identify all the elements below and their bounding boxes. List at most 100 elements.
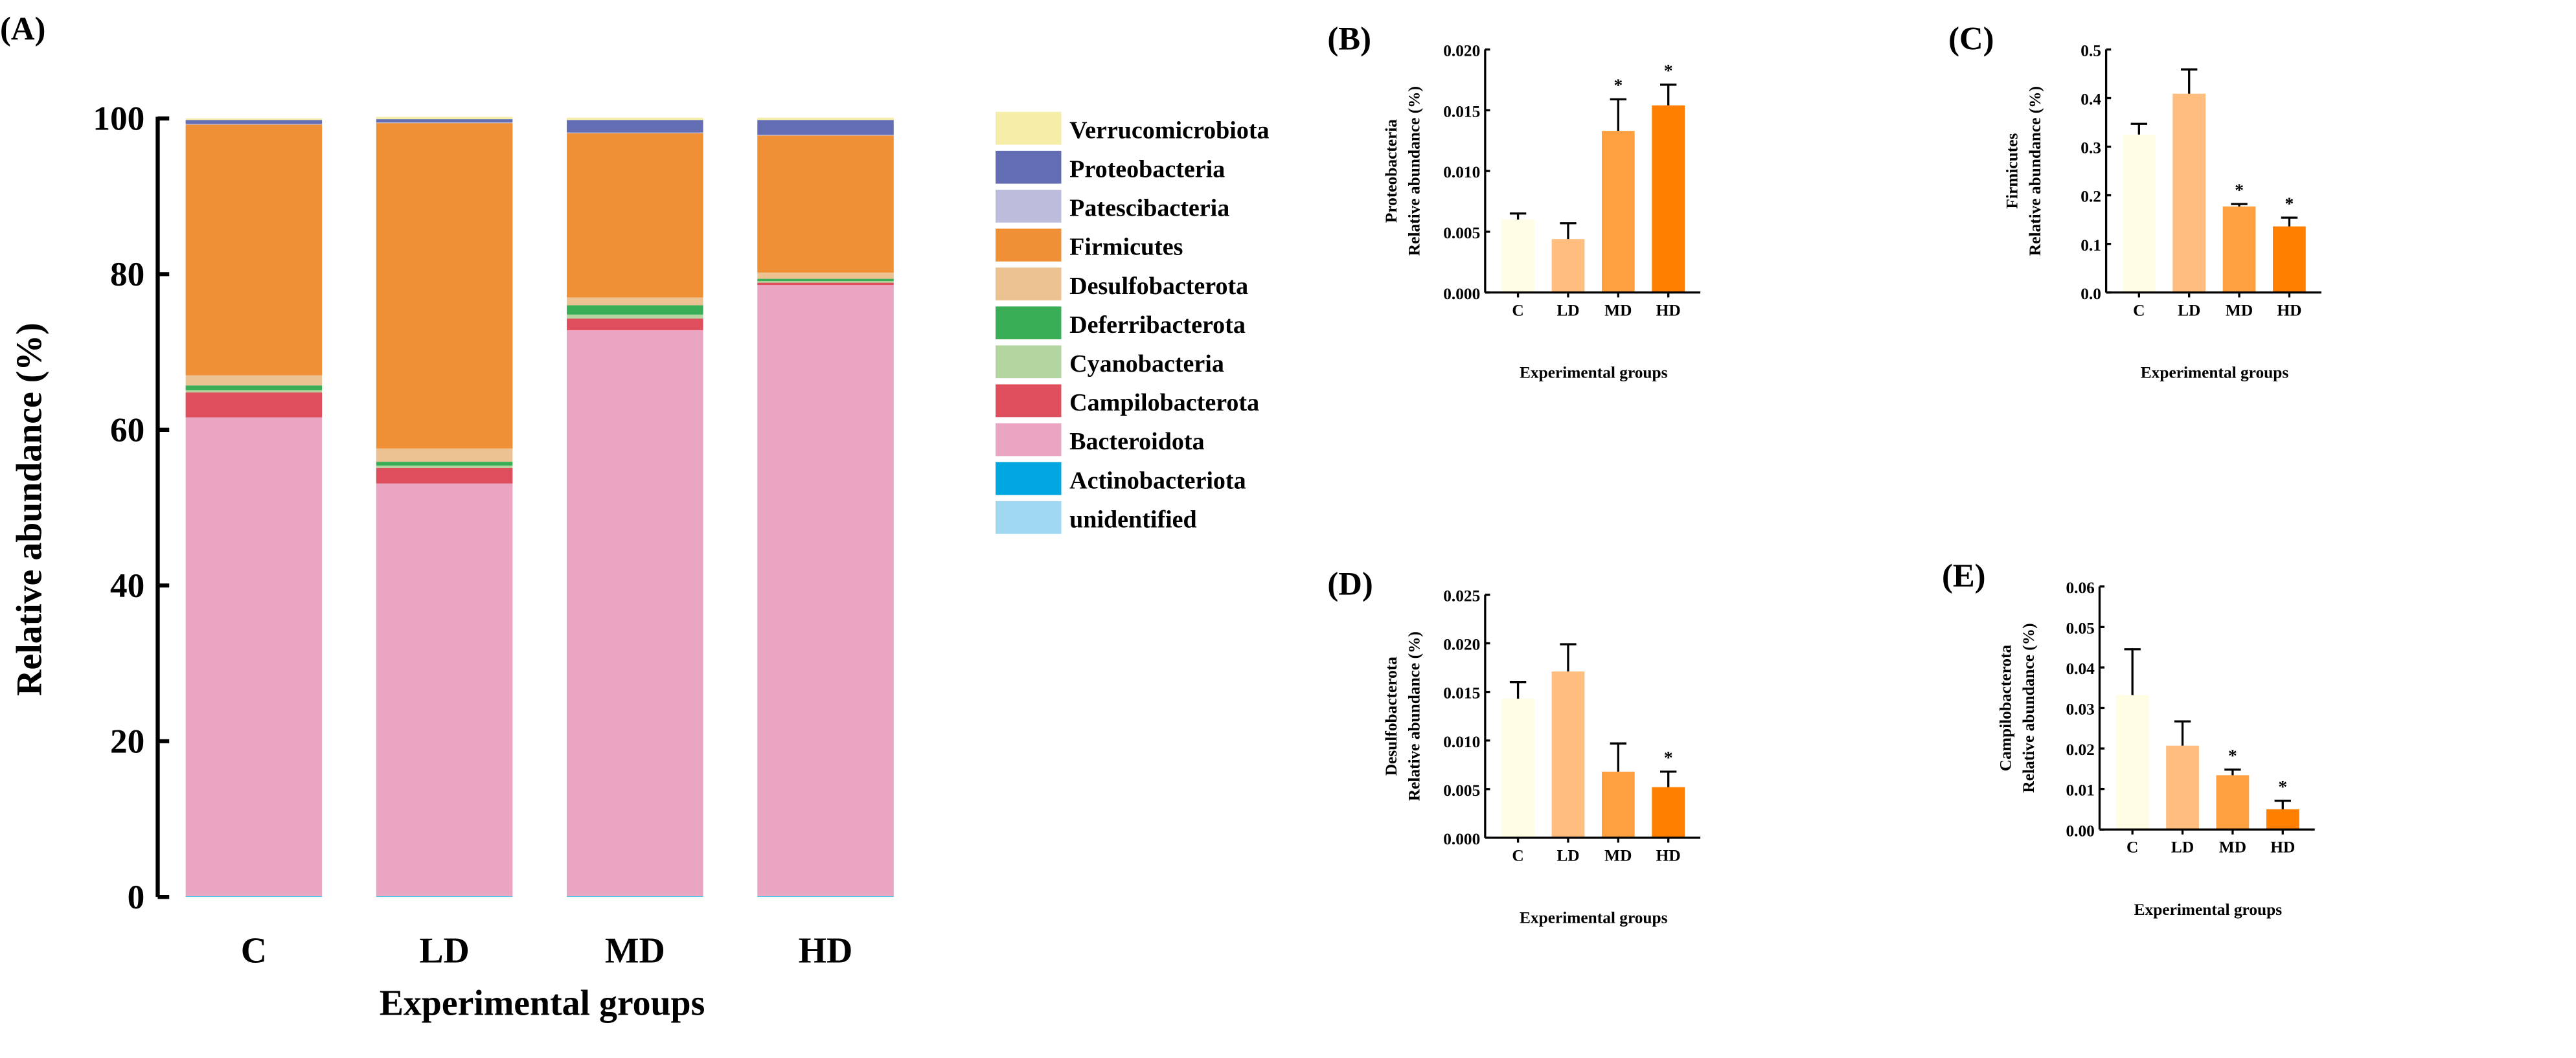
y-tick-label: 0.015 (1443, 102, 1480, 120)
y-tick-label: 0.000 (1443, 285, 1480, 303)
panel-label: (C) (1948, 20, 1994, 56)
stack-segment-verrucomicrobiota (567, 117, 703, 120)
x-axis-title: Experimental groups (1520, 909, 1668, 927)
stack-segment-bacteroidota (376, 483, 513, 896)
stack-segment-firmicutes (757, 135, 894, 273)
stack-segment-deferribacterota (376, 462, 513, 466)
significance-marker: * (1664, 748, 1673, 768)
stack-segment-actinobacteriota (567, 895, 703, 897)
y-tick-label: 0.005 (1443, 782, 1480, 800)
stack-segment-cyanobacteria (376, 466, 513, 468)
y-tick-label: 0.4 (2080, 91, 2101, 109)
legend-label: Proteobacteria (1069, 155, 1225, 183)
bar-md (2216, 775, 2250, 830)
significance-marker: * (1613, 76, 1623, 96)
x-axis-title: Experimental groups (2141, 364, 2289, 382)
y-tick-label: 100 (93, 100, 144, 138)
x-tick-label: C (2133, 301, 2145, 319)
x-tick-label: LD (1556, 846, 1579, 864)
legend-swatch-verrucomicrobiota (996, 111, 1062, 145)
legend-label: Deferribacterota (1069, 311, 1246, 339)
bar-hd (2273, 226, 2306, 293)
legend-swatch-unidentified (996, 501, 1062, 534)
y-axis-title: Relative abundance (%) (1405, 86, 1423, 256)
x-tick-label: C (2126, 839, 2138, 857)
x-tick-label: HD (2277, 301, 2301, 319)
stack-segment-bacteroidota (567, 330, 703, 896)
y-tick-label: 0.2 (2080, 188, 2101, 206)
legend-swatch-patescibacteria (996, 189, 1062, 223)
bar-ld (1551, 671, 1585, 838)
legend-label: Actinobacteriota (1069, 467, 1246, 494)
y-tick-label: 0.005 (1443, 224, 1480, 242)
y-tick-label: 0.04 (2066, 660, 2095, 678)
y-axis-title-taxon: Firmicutes (2003, 133, 2022, 209)
significance-marker: * (1664, 61, 1673, 81)
y-tick-label: 0.000 (1443, 830, 1480, 848)
legend-swatch-cyanobacteria (996, 345, 1062, 379)
stack-segment-verrucomicrobiota (185, 118, 323, 120)
x-tick-label: C (1512, 846, 1523, 864)
stack-segment-deferribacterota (567, 305, 703, 315)
significance-marker: * (2235, 180, 2244, 200)
y-axis-title: Relative abundance (%) (2020, 623, 2038, 793)
bar-c (1501, 699, 1534, 838)
y-tick-label: 0.5 (2080, 42, 2101, 60)
legend-label: Bacteroidota (1069, 428, 1204, 455)
y-axis-title-taxon: Proteobacteria (1382, 119, 1400, 223)
x-tick-label: MD (1604, 301, 1632, 319)
x-tick-label: MD (2226, 301, 2253, 319)
bar-ld (2172, 93, 2206, 293)
stack-segment-firmicutes (567, 133, 703, 298)
y-tick-label: 20 (110, 722, 144, 760)
panel-b: (B) C LD MD * HD * 0.000 0.005 0.010 0.015 0.020 Exp… (1327, 20, 1701, 382)
stack-segment-bacteroidota (185, 417, 323, 896)
bar-md (1601, 771, 1635, 838)
x-tick-label: LD (1556, 301, 1579, 319)
legend-label: Desulfobacterota (1069, 273, 1248, 300)
legend-swatch-firmicutes (996, 229, 1062, 262)
y-axis-title: Relative abundance (%) (9, 322, 49, 695)
y-tick-label: 80 (110, 255, 144, 293)
stack-segment-actinobacteriota (185, 895, 323, 897)
stack-segment-campilobacterota (567, 318, 703, 330)
panel-c: (C) C LD MD * HD * 0.0 0.1 0.2 0.3 0.4 0.5 Experiment… (1948, 20, 2321, 382)
panel-e: (E) C LD MD * HD * 0.00 0.01 0.02 0.03 0.04 0.05 0.06… (1942, 557, 2315, 919)
y-axis-title-taxon: Campilobacterota (1996, 644, 2014, 771)
y-tick-label: 0.02 (2066, 741, 2094, 759)
y-axis-title-taxon: Desulfobacterota (1382, 657, 1400, 776)
bar-hd (1652, 787, 1685, 838)
stack-segment-campilobacterota (376, 467, 513, 484)
y-tick-label: 0.010 (1443, 733, 1480, 751)
y-tick-label: 0.00 (2066, 822, 2094, 840)
stack-segment-proteobacteria (757, 120, 894, 135)
y-tick-label: 40 (110, 567, 144, 605)
stack-segment-cyanobacteria (567, 314, 703, 319)
y-tick-label: 0.020 (1443, 42, 1480, 60)
stack-segment-firmicutes (185, 124, 323, 376)
y-tick-label: 0 (128, 878, 145, 916)
y-tick-label: 0.03 (2066, 701, 2094, 719)
x-tick-label: HD (2270, 839, 2295, 857)
x-tick-label: HD (1656, 846, 1681, 864)
significance-marker: * (2278, 777, 2287, 797)
legend-swatch-actinobacteriota (996, 462, 1062, 495)
legend-label: unidentified (1069, 506, 1197, 533)
y-axis-title: Relative abundance (%) (2026, 86, 2044, 256)
stack-segment-proteobacteria (567, 120, 703, 133)
y-tick-label: 0.015 (1443, 684, 1480, 703)
y-tick-label: 60 (110, 411, 144, 449)
y-tick-label: 0.010 (1443, 163, 1480, 181)
panel-d: (D) C LD MD HD * 0.000 0.005 0.010 0.015 0.020 0.02… (1327, 565, 1701, 927)
y-tick-label: 0.0 (2080, 285, 2101, 303)
panel-label: (A) (0, 10, 45, 47)
stack-segment-deferribacterota (757, 278, 894, 282)
stack-segment-deferribacterota (185, 385, 323, 390)
stack-segment-cyanobacteria (757, 281, 894, 283)
bar-c (2115, 695, 2149, 830)
stack-segment-cyanobacteria (185, 390, 323, 393)
y-tick-label: 0.05 (2066, 619, 2094, 637)
stack-segment-verrucomicrobiota (376, 117, 513, 120)
significance-marker: * (2228, 746, 2237, 766)
